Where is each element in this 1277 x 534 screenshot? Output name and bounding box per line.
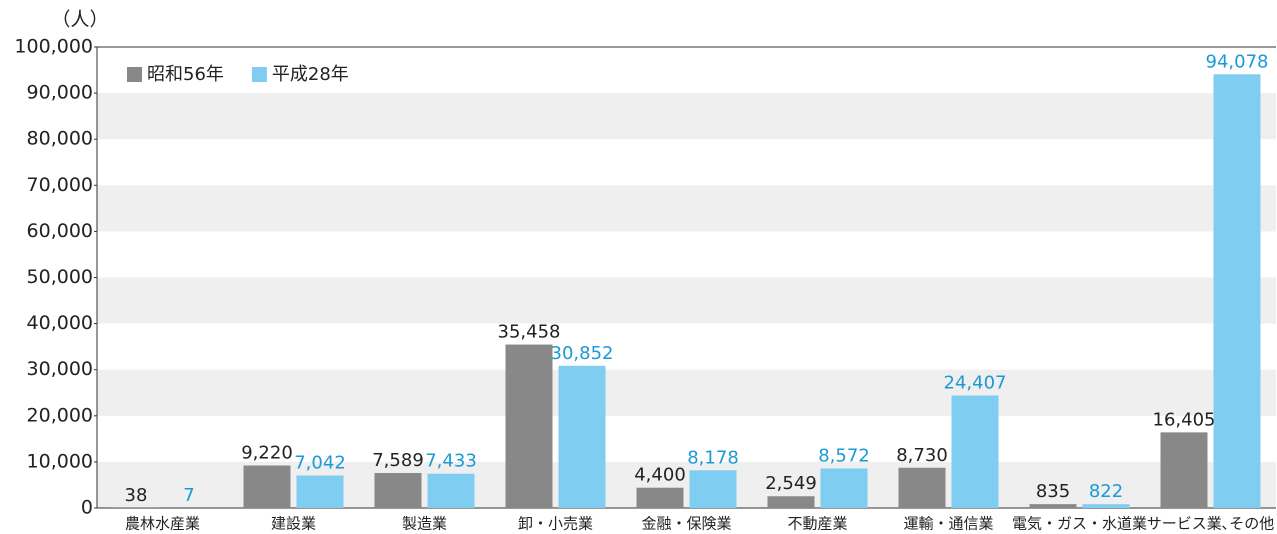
bar — [1160, 432, 1208, 508]
grid-band — [97, 277, 1276, 324]
value-label: 7 — [183, 485, 194, 506]
legend-swatch — [251, 67, 267, 82]
bar — [1082, 504, 1130, 508]
bar — [505, 344, 553, 508]
grid-band — [97, 93, 1276, 140]
y-tick-label: 70,000 — [27, 174, 93, 196]
bar — [689, 470, 737, 508]
y-tick-label: 100,000 — [14, 36, 93, 58]
value-label: 8,178 — [687, 447, 739, 468]
x-tick-label: 農林水産業 — [125, 515, 200, 533]
value-label: 38 — [125, 485, 148, 506]
grid-band — [97, 185, 1276, 232]
y-tick-label: 90,000 — [27, 82, 93, 104]
bar — [374, 473, 422, 508]
value-label: 9,220 — [241, 442, 293, 463]
value-label: 822 — [1089, 481, 1123, 502]
grid-band — [97, 369, 1276, 416]
y-tick-label: 60,000 — [27, 220, 93, 242]
value-label: 8,730 — [896, 445, 948, 466]
bar — [1029, 504, 1077, 508]
value-label: 94,078 — [1206, 51, 1269, 72]
x-tick-label: サービス業､その他 — [1147, 515, 1275, 533]
value-label: 24,407 — [944, 372, 1007, 393]
bar — [767, 496, 815, 508]
x-tick-label: 卸・小売業 — [518, 515, 593, 533]
y-tick-label: 80,000 — [27, 128, 93, 150]
x-tick-label: 不動産業 — [787, 515, 847, 533]
y-axis-label: （人） — [51, 9, 108, 31]
legend-label: 昭和56年 — [147, 64, 224, 85]
value-label: 35,458 — [498, 322, 561, 343]
y-tick-label: 20,000 — [27, 404, 93, 426]
value-label: 7,433 — [425, 451, 477, 472]
y-tick-label: 0 — [81, 497, 93, 519]
x-tick-label: 電気・ガス・水道業 — [1012, 515, 1147, 533]
grid-band — [97, 461, 1276, 508]
y-tick-label: 30,000 — [27, 358, 93, 380]
x-tick-label: 金融・保険業 — [641, 515, 731, 533]
bar — [898, 467, 946, 508]
bar — [951, 395, 999, 508]
y-tick-label: 40,000 — [27, 312, 93, 334]
value-label: 30,852 — [551, 343, 614, 364]
value-label: 835 — [1036, 481, 1070, 502]
y-tick-label: 10,000 — [27, 450, 93, 472]
bar — [243, 465, 291, 508]
bar — [1213, 74, 1261, 509]
x-tick-label: 建設業 — [271, 515, 316, 533]
y-tick-label: 50,000 — [27, 266, 93, 288]
value-label: 8,572 — [818, 445, 870, 466]
bar — [636, 487, 684, 508]
bar — [427, 473, 475, 508]
x-tick-label: 製造業 — [402, 515, 447, 533]
value-label: 2,549 — [765, 473, 817, 494]
value-label: 4,400 — [634, 465, 686, 486]
value-label: 7,042 — [294, 453, 346, 474]
bar — [296, 475, 344, 508]
bar — [820, 468, 868, 508]
value-label: 7,589 — [372, 450, 424, 471]
legend-swatch — [127, 67, 142, 82]
bar — [558, 365, 606, 508]
x-tick-label: 運輸・通信業 — [903, 515, 993, 533]
value-label: 16,405 — [1153, 409, 1216, 430]
legend-label: 平成28年 — [272, 64, 349, 85]
